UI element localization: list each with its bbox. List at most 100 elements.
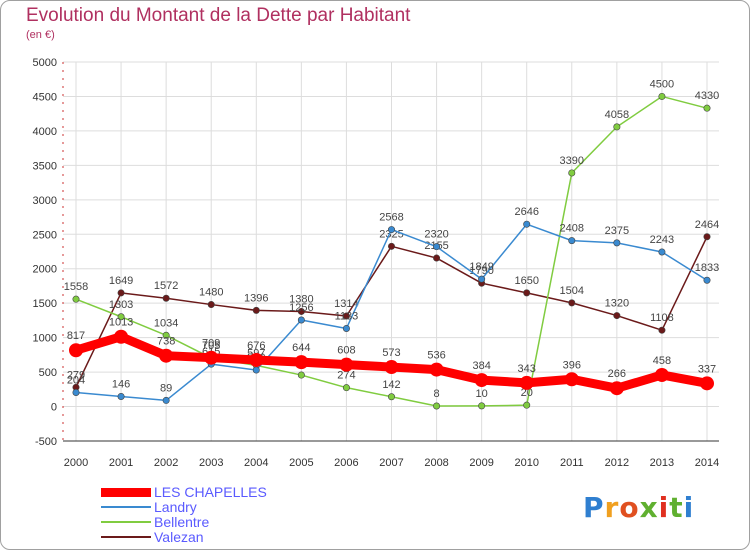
data-label: 146 <box>112 378 130 390</box>
data-label: 2320 <box>424 229 448 241</box>
data-label: 608 <box>337 345 355 357</box>
data-point <box>433 402 441 410</box>
y-tick-label: 500 <box>39 367 57 379</box>
data-point <box>249 352 264 367</box>
data-point <box>433 243 441 251</box>
data-point <box>72 295 80 303</box>
data-label: 396 <box>563 359 581 371</box>
logo-letter: r <box>604 491 620 524</box>
data-label: 10 <box>476 388 488 400</box>
data-point <box>117 392 125 400</box>
data-label: 1108 <box>650 312 674 324</box>
data-label: 4058 <box>605 109 629 121</box>
y-tick-label: 4500 <box>33 91 57 103</box>
data-label: 705 <box>202 340 220 352</box>
x-tick-label: 2009 <box>469 457 493 469</box>
data-label: 1649 <box>109 275 133 287</box>
logo-letter: x <box>639 491 659 524</box>
data-label: 2646 <box>514 206 538 218</box>
data-point <box>613 312 621 320</box>
data-point <box>654 367 669 382</box>
x-tick-label: 2007 <box>379 457 403 469</box>
data-label: 1572 <box>154 280 178 292</box>
data-point <box>613 123 621 131</box>
data-point <box>703 233 711 241</box>
legend-label: Valezan <box>154 529 204 545</box>
data-label: 204 <box>67 374 85 386</box>
data-label: 3390 <box>560 155 584 167</box>
x-tick-label: 2011 <box>560 457 584 469</box>
logo-letter: o <box>619 491 640 524</box>
data-point <box>523 401 531 409</box>
data-label: 384 <box>472 360 490 372</box>
data-label: 266 <box>608 368 626 380</box>
data-point <box>252 306 260 314</box>
logo-letter: P <box>583 491 605 524</box>
data-point <box>568 169 576 177</box>
data-label: 536 <box>427 350 445 362</box>
data-point <box>342 312 350 320</box>
data-point <box>114 329 129 344</box>
data-label: 1303 <box>109 299 133 311</box>
y-tick-label: 2000 <box>33 264 57 276</box>
data-label: 2568 <box>379 212 403 224</box>
x-tick-label: 2004 <box>244 457 268 469</box>
chart-title: Evolution du Montant de la Dette par Hab… <box>26 5 411 26</box>
logo-letter: t <box>669 491 684 524</box>
data-point <box>72 388 80 396</box>
data-point <box>700 376 714 391</box>
data-label: 1133 <box>335 310 359 322</box>
data-point <box>387 226 395 234</box>
data-point <box>162 396 170 404</box>
data-point <box>162 331 170 339</box>
data-point <box>339 357 354 372</box>
y-tick-label: 5000 <box>33 57 57 69</box>
data-label: 1380 <box>289 293 313 305</box>
data-point <box>342 384 350 392</box>
data-label: 1320 <box>605 298 629 310</box>
x-tick-label: 2006 <box>334 457 358 469</box>
legend-item: Bellentre <box>101 515 341 530</box>
x-tick-label: 2001 <box>109 457 133 469</box>
data-point <box>159 348 174 363</box>
x-tick-label: 2010 <box>514 457 538 469</box>
data-label: 458 <box>653 355 671 367</box>
data-point <box>568 237 576 245</box>
data-point <box>117 289 125 297</box>
y-tick-label: 0 <box>51 402 57 414</box>
x-tick-label: 2012 <box>605 457 629 469</box>
data-label: 738 <box>157 336 175 348</box>
x-tick-label: 2014 <box>695 457 719 469</box>
data-point <box>658 92 666 100</box>
data-point <box>478 402 486 410</box>
data-label: 343 <box>518 363 536 375</box>
data-label: 1504 <box>560 285 584 297</box>
data-label: 274 <box>337 370 355 382</box>
data-point <box>474 373 489 388</box>
data-point <box>703 276 711 284</box>
data-point <box>162 294 170 302</box>
data-point <box>703 104 711 112</box>
y-tick-label: 1500 <box>33 298 57 310</box>
data-point <box>207 301 215 309</box>
data-label: 644 <box>292 342 310 354</box>
data-label: 676 <box>247 340 265 352</box>
data-label: 709 <box>202 338 220 350</box>
y-tick-label: 4000 <box>33 126 57 138</box>
data-point <box>478 275 486 283</box>
data-label: 2408 <box>560 223 584 235</box>
legend-swatch <box>101 536 151 538</box>
legend-item: LES CHAPELLES <box>101 485 341 500</box>
legend-swatch <box>101 521 151 523</box>
logo-letter: i <box>683 491 695 524</box>
y-tick-label: 3000 <box>33 195 57 207</box>
x-tick-label: 2002 <box>154 457 178 469</box>
data-label: 142 <box>382 379 400 391</box>
chart-subtitle: (en €) <box>26 29 55 41</box>
data-label: 1396 <box>244 292 268 304</box>
x-tick-label: 2003 <box>199 457 223 469</box>
data-label: 1256 <box>289 302 313 314</box>
data-label: 1833 <box>695 262 719 274</box>
